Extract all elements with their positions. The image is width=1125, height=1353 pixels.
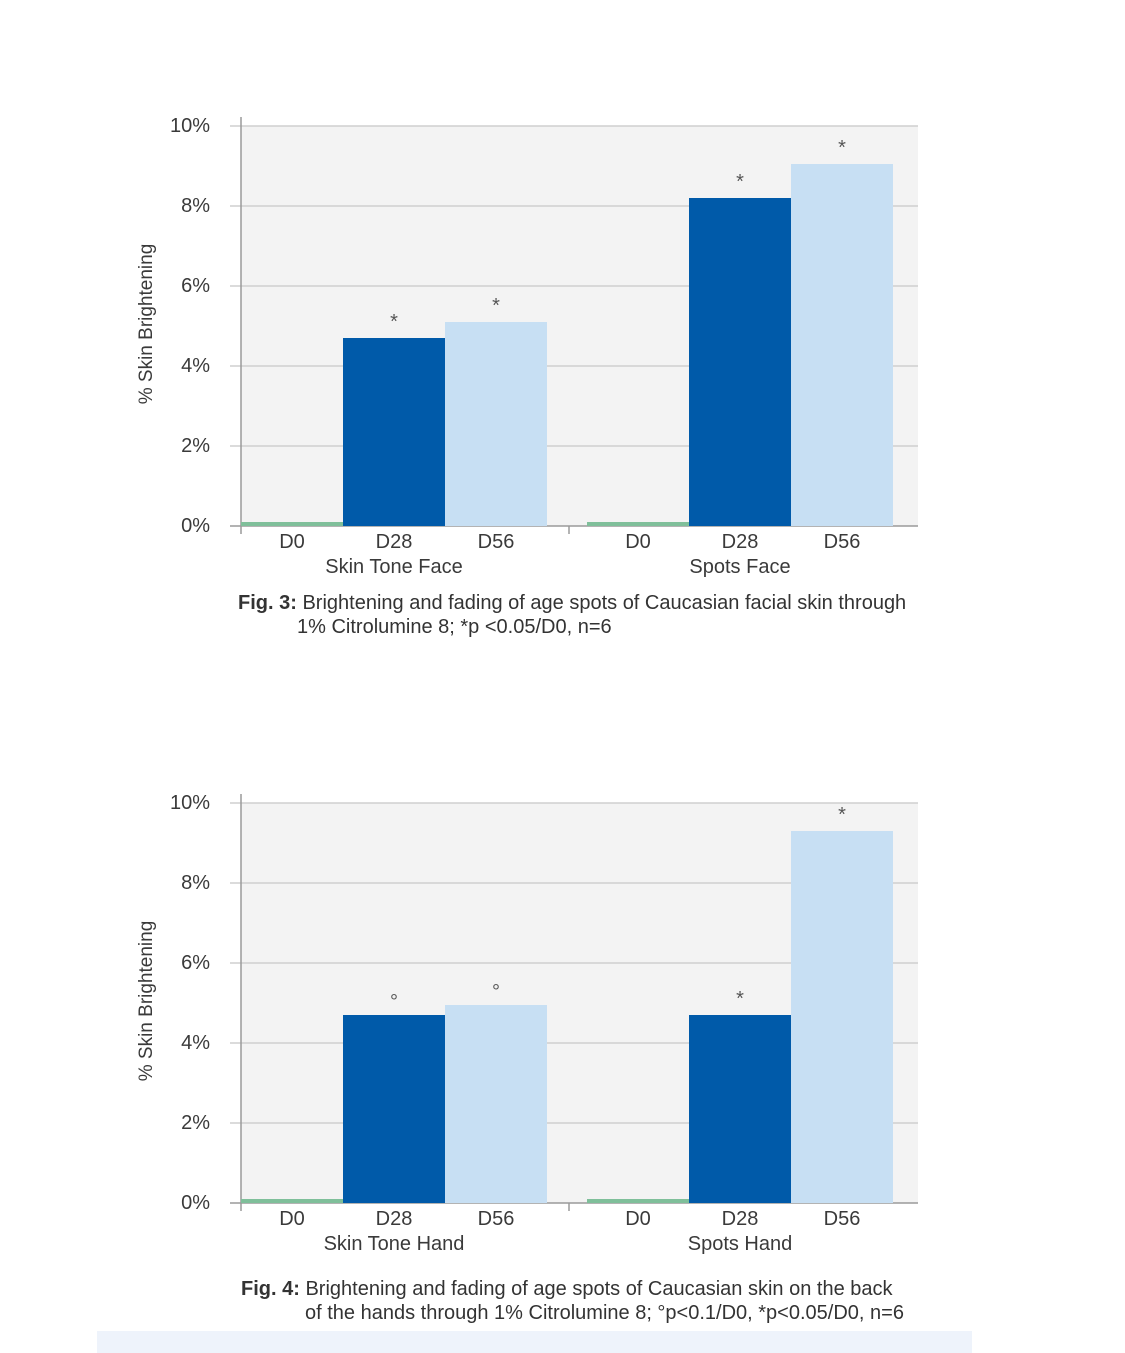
y-tick-label: 8%	[181, 195, 210, 217]
significance-marker: *	[736, 988, 744, 1010]
bar-d0	[241, 1199, 343, 1203]
y-tick-label: 4%	[181, 1032, 210, 1054]
bar-d0	[587, 1199, 689, 1203]
y-tick-label: 2%	[181, 1112, 210, 1134]
y-tick-label: 0%	[181, 515, 210, 537]
x-tick-label: D0	[625, 1208, 651, 1230]
bar-d56	[445, 1005, 547, 1203]
bar-d56	[791, 831, 893, 1203]
y-tick-label: 0%	[181, 1192, 210, 1214]
significance-marker: *	[736, 171, 744, 193]
x-tick-label: D28	[376, 531, 413, 553]
caption-line2: 1% Citrolumine 8; *p <0.05/D0, n=6	[297, 616, 612, 638]
y-tick-label: 8%	[181, 872, 210, 894]
y-axis-label: % Skin Brightening	[136, 244, 157, 405]
chart-fig3: 0% 2% 4% 6% 8% 10% % Skin Brightening D0 D28 * D56…	[136, 115, 918, 578]
x-tick-label: D56	[824, 531, 861, 553]
y-axis-label: % Skin Brightening	[136, 921, 157, 1082]
group-label: Spots Hand	[688, 1233, 793, 1255]
x-tick-label: D56	[478, 531, 515, 553]
significance-marker: *	[390, 311, 398, 333]
caption-line1: Brightening and fading of age spots of C…	[305, 1278, 893, 1300]
y-tick-label: 4%	[181, 355, 210, 377]
significance-marker: °	[390, 991, 398, 1013]
bar-d56	[445, 322, 547, 526]
y-tick-label: 2%	[181, 435, 210, 457]
x-tick-label: D28	[376, 1208, 413, 1230]
group-label: Spots Face	[689, 556, 790, 578]
caption-line2: of the hands through 1% Citrolumine 8; °…	[305, 1302, 904, 1324]
bar-d0	[241, 522, 343, 526]
figure-caption-fig3: Fig. 3: Brightening and fading of age sp…	[238, 591, 906, 639]
bar-d28	[689, 1015, 791, 1203]
group-label: Skin Tone Hand	[324, 1233, 465, 1255]
x-tick-label: D0	[279, 531, 305, 553]
x-tick-label: D56	[478, 1208, 515, 1230]
chart-fig4: 0% 2% 4% 6% 8% 10% % Skin Brightening D0 D28 ° D56…	[136, 792, 918, 1255]
bar-d28	[343, 338, 445, 526]
y-tick-label: 10%	[170, 792, 210, 814]
caption-label: Fig. 4:	[241, 1278, 300, 1300]
significance-marker: *	[838, 137, 846, 159]
caption-label: Fig. 3:	[238, 592, 297, 614]
y-tick-label: 10%	[170, 115, 210, 137]
x-tick-label: D0	[625, 531, 651, 553]
bar-d28	[689, 198, 791, 526]
y-tick-label: 6%	[181, 275, 210, 297]
caption-line1: Brightening and fading of age spots of C…	[302, 592, 907, 614]
x-tick-label: D28	[722, 1208, 759, 1230]
bar-d28	[343, 1015, 445, 1203]
x-tick-label: D28	[722, 531, 759, 553]
x-tick-label: D56	[824, 1208, 861, 1230]
figure-caption-fig4: Fig. 4: Brightening and fading of age sp…	[241, 1277, 904, 1325]
bar-d0	[587, 522, 689, 526]
page-footer-band	[97, 1331, 972, 1353]
y-tick-label: 6%	[181, 952, 210, 974]
group-label: Skin Tone Face	[325, 556, 463, 578]
significance-marker: *	[492, 295, 500, 317]
significance-marker: °	[492, 981, 500, 1003]
x-tick-label: D0	[279, 1208, 305, 1230]
bar-d56	[791, 164, 893, 526]
significance-marker: *	[838, 804, 846, 826]
